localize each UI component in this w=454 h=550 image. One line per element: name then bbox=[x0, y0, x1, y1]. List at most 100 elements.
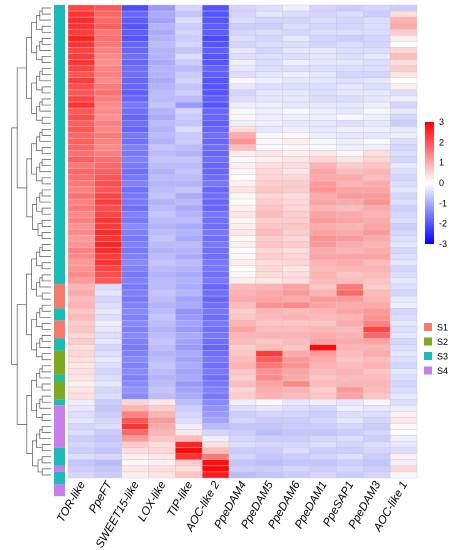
heatmap-cell bbox=[175, 374, 203, 382]
heatmap-cell bbox=[255, 107, 283, 115]
heatmap-cell bbox=[336, 210, 364, 218]
heatmap-cell bbox=[282, 186, 310, 194]
heatmap-cell bbox=[94, 10, 122, 18]
heatmap-cell bbox=[282, 235, 310, 242]
heatmap-cell bbox=[202, 453, 230, 460]
heatmap-cell bbox=[389, 374, 418, 382]
heatmap-cell bbox=[282, 204, 310, 212]
heatmap-cell bbox=[202, 398, 230, 406]
heatmap-cell bbox=[309, 314, 337, 321]
heatmap-cell bbox=[202, 308, 230, 315]
heatmap-cell bbox=[94, 162, 122, 169]
heatmap-cell bbox=[363, 289, 391, 297]
dendrogram-branch bbox=[36, 106, 43, 121]
heatmap-cell bbox=[202, 10, 230, 18]
heatmap-cell bbox=[175, 138, 203, 145]
heatmap-cell bbox=[336, 83, 364, 91]
heatmap-cell bbox=[363, 411, 391, 418]
heatmap-cell bbox=[175, 435, 203, 442]
heatmap-cell bbox=[148, 192, 176, 200]
group-legend-swatch bbox=[424, 337, 432, 346]
heatmap-cell bbox=[228, 180, 257, 188]
heatmap-cell bbox=[67, 417, 96, 424]
heatmap-cell bbox=[336, 168, 364, 175]
heatmap-cell bbox=[67, 320, 96, 327]
heatmap-cell bbox=[121, 350, 149, 357]
heatmap-cell bbox=[282, 241, 310, 248]
heatmap-cell bbox=[363, 192, 391, 200]
heatmap-cell bbox=[228, 107, 257, 115]
heatmap-cell bbox=[336, 95, 364, 103]
heatmap-cell bbox=[148, 59, 176, 66]
heatmap-cell bbox=[282, 35, 310, 42]
heatmap-cell bbox=[363, 77, 391, 85]
heatmap-cell bbox=[389, 156, 418, 163]
heatmap-cell bbox=[94, 332, 122, 339]
heatmap-cell bbox=[148, 198, 176, 206]
heatmap-cell bbox=[148, 423, 176, 430]
heatmap-cell bbox=[121, 95, 149, 103]
heatmap-cell bbox=[148, 435, 176, 442]
heatmap-cell bbox=[282, 398, 310, 406]
heatmap-cell bbox=[336, 41, 364, 48]
heatmap-cell bbox=[94, 186, 122, 194]
heatmap-cell bbox=[121, 77, 149, 85]
heatmap-cell bbox=[389, 198, 418, 206]
heatmap-cell bbox=[255, 277, 283, 285]
heatmap-cell bbox=[67, 192, 96, 200]
heatmap-cell bbox=[389, 471, 418, 479]
heatmap-cell bbox=[282, 411, 310, 418]
group-bar-segment bbox=[54, 380, 65, 400]
heatmap-cell bbox=[336, 10, 364, 18]
heatmap-cell bbox=[389, 192, 418, 200]
heatmap-cell bbox=[389, 368, 418, 376]
heatmap-cell bbox=[363, 204, 391, 212]
heatmap-cell bbox=[228, 204, 257, 212]
heatmap-cell bbox=[94, 465, 122, 473]
heatmap-cell bbox=[389, 283, 418, 291]
heatmap-cell bbox=[148, 277, 176, 285]
heatmap-cell bbox=[309, 192, 337, 200]
heatmap-cell bbox=[94, 71, 122, 78]
heatmap-cell bbox=[202, 41, 230, 48]
heatmap-cell bbox=[67, 126, 96, 133]
heatmap-cell bbox=[94, 16, 122, 24]
heatmap-cell bbox=[175, 192, 203, 200]
dendrogram-branch bbox=[36, 373, 43, 388]
heatmap-cell bbox=[336, 277, 364, 285]
heatmap-cell bbox=[309, 289, 337, 297]
heatmap-cell bbox=[309, 453, 337, 460]
heatmap-cell bbox=[148, 362, 176, 370]
heatmap-cell bbox=[282, 392, 310, 400]
group-bar-segment bbox=[54, 374, 65, 381]
heatmap-cell bbox=[202, 289, 230, 297]
heatmap-cell bbox=[202, 283, 230, 291]
heatmap-cell bbox=[309, 35, 337, 42]
heatmap-cell bbox=[148, 101, 176, 109]
heatmap-cell bbox=[148, 356, 176, 363]
heatmap-cell bbox=[148, 241, 176, 248]
dendrogram-branch bbox=[39, 101, 51, 112]
heatmap-cell bbox=[94, 459, 122, 467]
heatmap-cell bbox=[336, 344, 364, 351]
heatmap-cell bbox=[121, 192, 149, 200]
heatmap-cell bbox=[67, 429, 96, 436]
heatmap-cell bbox=[363, 398, 391, 406]
heatmap-cell bbox=[282, 271, 310, 279]
heatmap-cell bbox=[228, 459, 257, 467]
heatmap-cell bbox=[228, 247, 257, 254]
heatmap-cell bbox=[94, 120, 122, 127]
dendrogram-branch bbox=[31, 319, 37, 351]
heatmap-cell bbox=[282, 150, 310, 157]
heatmap-cell bbox=[363, 295, 391, 303]
heatmap-cell bbox=[67, 459, 96, 467]
heatmap-cell bbox=[363, 174, 391, 182]
heatmap-cell bbox=[309, 65, 337, 72]
heatmap-cell bbox=[363, 308, 391, 315]
heatmap-cell bbox=[94, 4, 122, 12]
heatmap-cell bbox=[363, 386, 391, 394]
heatmap-cell bbox=[309, 156, 337, 163]
heatmap-cell bbox=[94, 132, 122, 139]
heatmap-cell bbox=[148, 417, 176, 424]
group-bar-segment bbox=[54, 320, 65, 339]
